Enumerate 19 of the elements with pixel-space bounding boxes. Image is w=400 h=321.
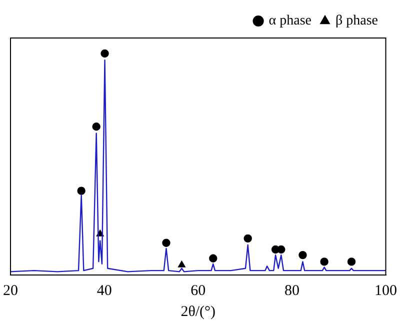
x-tick-label: 100	[374, 282, 397, 299]
point	[162, 238, 170, 247]
x-tick-label: 60	[190, 282, 206, 299]
point	[320, 258, 328, 266]
x-axis-title: 2θ/(°)	[180, 304, 216, 320]
point	[77, 186, 86, 195]
point	[92, 122, 100, 131]
x-tick-label: 80	[284, 282, 300, 299]
legend-label: β phase	[336, 14, 378, 29]
point	[277, 245, 286, 254]
point	[209, 254, 218, 262]
point	[100, 49, 109, 58]
point	[244, 234, 252, 243]
legend-label: α phase	[268, 14, 312, 29]
x-tick-label: 40	[96, 282, 112, 299]
point	[298, 250, 307, 260]
point	[347, 258, 356, 266]
x-tick-label: 20	[3, 282, 18, 299]
point	[178, 260, 186, 268]
